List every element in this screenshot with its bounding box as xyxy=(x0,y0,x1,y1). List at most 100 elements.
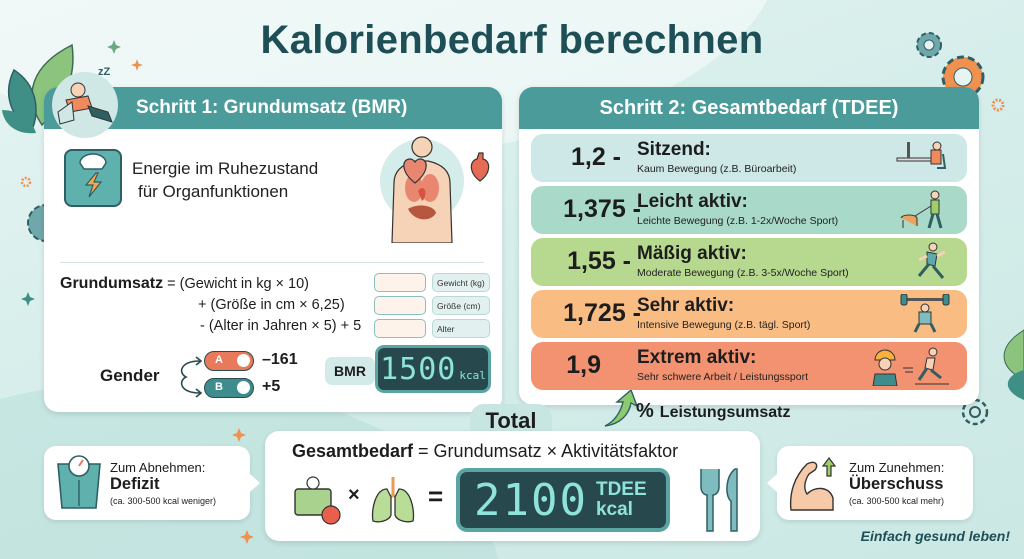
activity-name: Extrem aktiv: xyxy=(637,347,757,368)
gender-a-toggle[interactable]: A xyxy=(204,351,254,371)
bmr-inputs: Gewicht (kg) Größe (cm) Alter xyxy=(374,273,490,342)
weight-input[interactable] xyxy=(374,273,426,292)
times-sign: × xyxy=(348,484,360,506)
gender-b-value: +5 xyxy=(262,378,281,395)
activity-description: Kaum Bewegung (z.B. Büroarbeit) xyxy=(637,163,797,175)
page-title: Kalorienbedarf berechnen xyxy=(260,18,764,62)
scale-lightning-icon xyxy=(64,149,122,207)
toggle-knob xyxy=(237,381,250,394)
activity-description: Leichte Bewegung (z.B. 1-2x/Woche Sport) xyxy=(637,215,839,227)
activity-factor: 1,2 - xyxy=(570,143,621,171)
height-input[interactable] xyxy=(374,296,426,315)
dog-walker-icon xyxy=(900,190,943,229)
tdee-formula: Gesamtbedarf = Grundumsatz × Aktivitätsf… xyxy=(292,441,678,462)
tdee-value: 2100 xyxy=(474,474,588,526)
tdee-unit: TDEE kcal xyxy=(596,480,647,520)
info-line-1: Energie im Ruhezustand xyxy=(132,159,319,178)
leaf-plant-icon xyxy=(2,43,74,134)
body-organs-illustration xyxy=(380,136,464,243)
tdee-unit-label: TDEE xyxy=(595,479,647,500)
runner-icon xyxy=(917,242,946,279)
activity-level-sedentary[interactable]: 1,2 - Sitzend: Kaum Bewegung (z.B. Büroa… xyxy=(531,134,967,182)
tdee-display: 2100 TDEE kcal xyxy=(456,468,670,532)
gain-line-2: Überschuss xyxy=(849,475,944,493)
divider xyxy=(60,262,484,263)
age-input[interactable] xyxy=(374,319,426,338)
gender-label: Gender xyxy=(100,366,160,385)
formula-rest: = Grundumsatz × Aktivitätsfaktor xyxy=(413,441,679,461)
worker-athlete-icon xyxy=(872,347,949,386)
leistungsumsatz-label: % Leistungsumsatz xyxy=(636,400,790,423)
activity-factor: 1,725 - xyxy=(563,299,641,327)
slogan: Einfach gesund leben! xyxy=(860,528,1010,544)
weight-gain-box: Zum Zunehmen: Überschuss (ca. 300-500 kc… xyxy=(767,446,973,520)
weight-loss-box: Zum Abnehmen: Defizit (ca. 300-500 kcal … xyxy=(44,446,260,520)
gear-icon xyxy=(20,176,32,188)
pointer-arrow xyxy=(250,474,260,492)
activity-description: Sehr schwere Arbeit / Leistungssport xyxy=(637,371,809,383)
gender-a-value: –161 xyxy=(262,351,298,368)
info-line-2: für Organfunktionen xyxy=(138,182,289,201)
formula-line-3: - (Alter in Jahren × 5) + 5 xyxy=(200,318,362,334)
sleep-zz-icon: zZ xyxy=(98,66,111,78)
activity-name: Sehr aktiv: xyxy=(637,295,735,316)
formula-line-2: + (Größe in cm × 6,25) xyxy=(198,297,345,313)
total-card: Gesamtbedarf = Grundumsatz × Aktivitätsf… xyxy=(265,431,760,541)
lose-line-2: Defizit xyxy=(110,475,160,493)
activity-name: Mäßig aktiv: xyxy=(637,243,747,264)
activity-name: Sitzend: xyxy=(637,139,711,160)
step1-header: Schritt 1: Grundumsatz (BMR) xyxy=(44,87,502,129)
leaf-plant-icon xyxy=(1003,329,1024,400)
activity-level-moderate[interactable]: 1,55 - Mäßig aktiv: Moderate Bewegung (z… xyxy=(531,238,967,286)
lose-line-1: Zum Abnehmen: xyxy=(110,460,206,475)
gear-icon xyxy=(991,98,1005,112)
lose-line-3: (ca. 300-500 kcal weniger) xyxy=(110,496,217,506)
sparkle-icon xyxy=(107,40,121,54)
activity-level-extreme[interactable]: 1,9 Extrem aktiv: Sehr schwere Arbeit / … xyxy=(531,342,967,390)
activity-level-very-active[interactable]: 1,725 - Sehr aktiv: Intensive Bewegung (… xyxy=(531,290,967,338)
heart-icon xyxy=(403,158,427,184)
gender-b-toggle[interactable]: B xyxy=(204,378,254,398)
bmr-unit: kcal xyxy=(459,368,486,382)
step1-card: Schritt 1: Grundumsatz (BMR) Energie im … xyxy=(44,87,502,412)
sparkle-icon xyxy=(232,428,246,442)
sparkle-icon xyxy=(21,292,35,306)
equals-sign: = xyxy=(428,481,444,511)
step2-header: Schritt 2: Gesamtbedarf (TDEE) xyxy=(519,87,979,129)
bmr-description: Energie im Ruhezustand für Organfunktion… xyxy=(132,157,318,203)
gender-a-letter: A xyxy=(215,354,223,366)
gain-line-3: (ca. 300-500 kcal mehr) xyxy=(849,496,945,506)
gain-line-1: Zum Zunehmen: xyxy=(849,460,945,475)
percent-icon: % xyxy=(636,400,654,422)
toggle-knob xyxy=(237,354,250,367)
activity-level-light[interactable]: 1,375 - Leicht aktiv: Leichte Bewegung (… xyxy=(531,186,967,234)
bmr-info: Energie im Ruhezustand für Organfunktion… xyxy=(60,136,490,247)
leistungsumsatz-text: Leistungsumsatz xyxy=(659,404,791,421)
input-row-height: Größe (cm) xyxy=(374,296,490,315)
scale-icon xyxy=(57,455,101,509)
pointer-arrow xyxy=(767,474,777,492)
bmr-tag: BMR xyxy=(325,357,375,385)
bmr-display: 1500 kcal xyxy=(375,345,491,393)
resting-person-illustration xyxy=(52,72,118,138)
formula-label: Grundumsatz xyxy=(60,275,164,292)
formula-bold: Gesamtbedarf xyxy=(292,441,414,461)
desk-worker-icon xyxy=(896,141,947,169)
bmr-formula: Grundumsatz = (Gewicht in kg × 10) + (Gr… xyxy=(60,273,361,337)
activity-factor: 1,55 - xyxy=(567,247,631,275)
age-tag: Alter xyxy=(432,319,490,338)
sparkle-icon xyxy=(240,530,254,544)
branch-arrows-icon xyxy=(180,356,202,398)
fork-knife-icon xyxy=(700,468,738,532)
activity-factor: 1,375 - xyxy=(563,195,641,223)
kcal-unit-label: kcal xyxy=(595,499,633,520)
bmr-value: 1500 xyxy=(380,351,457,387)
weightlifter-icon xyxy=(900,294,950,333)
gear-icon xyxy=(916,32,942,58)
anatomical-heart-icon xyxy=(470,152,490,182)
height-tag: Größe (cm) xyxy=(432,296,490,315)
briefcase-apple-icon xyxy=(294,476,341,525)
flexed-arm-icon xyxy=(789,457,837,511)
formula-line-1: = (Gewicht in kg × 10) xyxy=(163,276,309,292)
sparkle-icon xyxy=(131,59,143,71)
